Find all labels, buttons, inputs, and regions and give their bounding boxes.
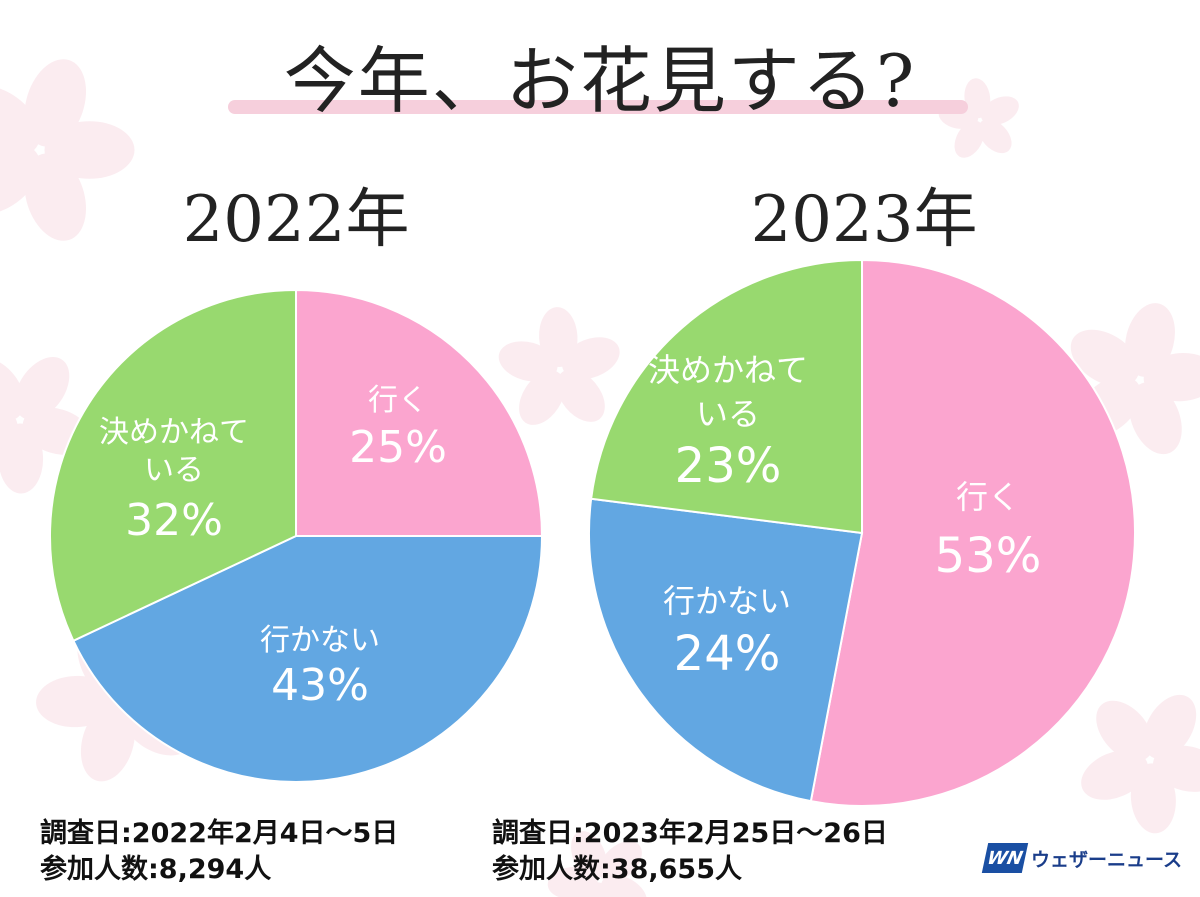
survey-date-2023: 調査日:2023年2月25日〜26日	[492, 818, 888, 849]
sakura-petal	[561, 337, 620, 380]
sakura-petal	[1096, 700, 1154, 762]
sakura-petal	[0, 358, 25, 421]
pie-slice-0-2	[49, 288, 297, 643]
sakura-flower	[0, 357, 91, 494]
pie-slice-0-1	[72, 535, 544, 783]
slice-category-label-1-0: 行く	[956, 478, 1020, 516]
sakura-petal	[80, 703, 135, 782]
slice-category-label-1-2: 決めかねて	[648, 351, 808, 389]
logo-mark: WN	[981, 843, 1029, 873]
sakura-petal	[598, 841, 642, 883]
sakura-petal	[1129, 382, 1182, 455]
sakura-petal	[600, 875, 647, 897]
sakura-petal	[0, 85, 41, 157]
slice-category-label-0-0: 行く	[368, 383, 428, 418]
slice-value-label-0-1: 43%	[271, 660, 369, 711]
sakura-petal	[519, 370, 565, 425]
sakura-petal	[577, 882, 611, 897]
sakura-petal	[978, 119, 1012, 154]
sakura-petal	[964, 78, 991, 119]
sakura-petal	[0, 408, 18, 457]
slice-value-label-1-0: 53%	[935, 528, 1042, 584]
sakura-petal	[1130, 763, 1176, 834]
chart-title-2023: 2023年	[750, 183, 978, 257]
pie-slice-1-1	[588, 497, 864, 803]
slice-category-label-1-1: 行かない	[663, 582, 791, 620]
slice-value-label-1-2: 23%	[675, 438, 782, 494]
sakura-flower	[498, 307, 620, 425]
survey-info-2023: 調査日:2023年2月25日〜26日 参加人数:38,655人	[492, 816, 888, 888]
participants-2022: 参加人数:8,294人	[40, 854, 272, 885]
sakura-petal	[498, 341, 558, 382]
sakura-petal	[547, 866, 598, 897]
sakura-petal	[954, 120, 985, 158]
slice-category-label-0-1: 行かない	[260, 623, 380, 658]
sakura-petal	[1070, 329, 1140, 387]
sakura-petal	[24, 153, 87, 241]
sakura-petal	[0, 423, 44, 494]
sakura-petal	[556, 369, 605, 422]
sakura-petal	[36, 675, 117, 728]
sakura-petal	[44, 121, 135, 179]
pie-slice-1-0	[809, 258, 1136, 807]
sakura-flower	[938, 78, 1019, 158]
sakura-flower	[0, 59, 135, 241]
slice-category-label-1-2: いる	[696, 395, 760, 433]
sakura-petal	[14, 357, 70, 420]
survey-date-2022: 調査日:2022年2月4日〜5日	[40, 818, 399, 849]
pie-slice-0-0	[295, 288, 544, 537]
sakura-petal	[571, 831, 607, 879]
sakura-petal	[24, 59, 87, 147]
sakura-petal	[0, 143, 41, 215]
logo-text: ウェザーニュース	[1031, 848, 1183, 871]
sakura-petal	[981, 96, 1019, 126]
sakura-flower	[547, 831, 647, 897]
slice-category-label-0-2: 決めかねて	[99, 415, 249, 450]
sakura-petal	[1081, 750, 1148, 800]
survey-info-2022: 調査日:2022年2月4日〜5日 参加人数:8,294人	[40, 816, 398, 888]
chart-title-2022: 2022年	[182, 183, 410, 257]
slice-value-label-0-2: 32%	[125, 495, 223, 546]
pie-slice-1-2	[590, 258, 863, 535]
page-title: 今年、お花見する?	[283, 39, 917, 123]
sakura-petal	[539, 307, 578, 368]
slice-category-label-0-2: いる	[144, 453, 204, 488]
weathernews-logo: WN ウェザーニュース	[981, 840, 1183, 876]
slice-value-label-0-0: 25%	[349, 422, 447, 473]
sakura-petal	[1143, 694, 1197, 760]
sakura-petal	[1124, 303, 1175, 377]
sakura-flower	[1081, 694, 1200, 834]
title-underline	[228, 100, 968, 114]
participants-2023: 参加人数:38,655人	[492, 854, 742, 885]
slice-value-label-1-1: 24%	[674, 626, 781, 682]
sakura-petal	[1153, 745, 1200, 792]
